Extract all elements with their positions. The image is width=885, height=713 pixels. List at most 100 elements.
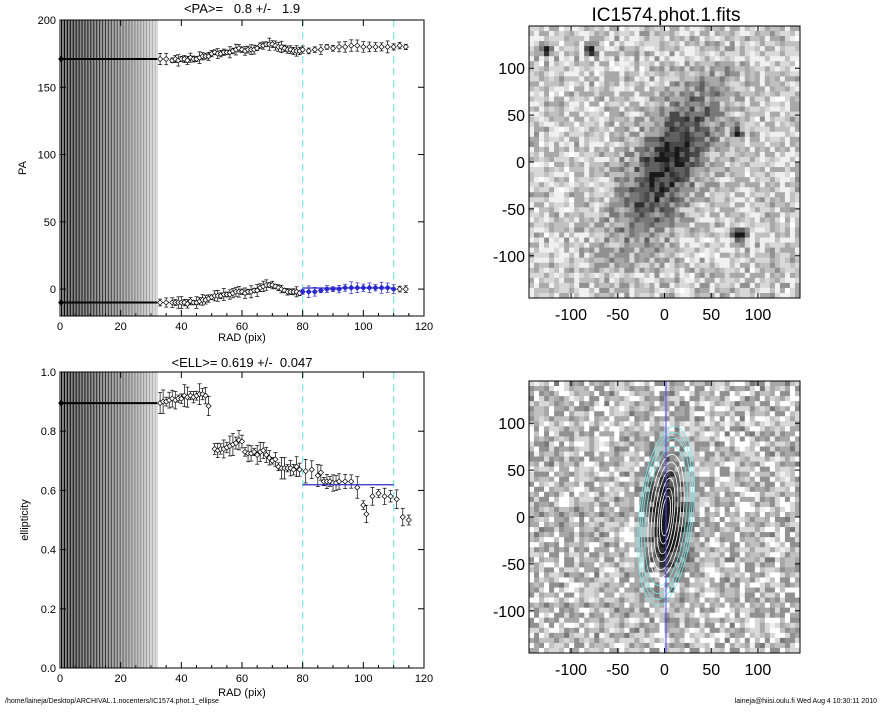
image-pixel [609, 238, 614, 243]
image-pixel [594, 643, 599, 648]
image-pixel [559, 643, 564, 648]
image-pixel [539, 462, 544, 467]
image-pixel [745, 31, 750, 36]
image-pixel [579, 162, 584, 167]
image-pixel [579, 61, 584, 66]
image-pixel [735, 122, 740, 127]
image-pixel [675, 268, 680, 273]
image-pixel [639, 192, 644, 197]
image-pixel [614, 446, 619, 451]
image-pixel [539, 56, 544, 61]
image-pixel [649, 26, 654, 31]
image-pixel [750, 227, 755, 232]
image-pixel [644, 283, 649, 288]
image-pixel [695, 102, 700, 107]
image-pixel [665, 157, 670, 162]
image-pixel [534, 532, 539, 537]
image-pixel [529, 618, 534, 623]
image-pixel [594, 81, 599, 86]
image-pixel [554, 517, 559, 522]
image-pixel [785, 86, 790, 91]
image-pixel [544, 633, 549, 638]
image-pixel [735, 233, 740, 238]
image-pixel [599, 421, 604, 426]
image-pixel [534, 588, 539, 593]
image-pixel [765, 86, 770, 91]
image-pixel [785, 162, 790, 167]
image-pixel [644, 142, 649, 147]
image-pixel [775, 207, 780, 212]
image-pixel [730, 147, 735, 152]
image-pixel [654, 268, 659, 273]
image-pixel [614, 497, 619, 502]
image-pixel [549, 142, 554, 147]
image-pixel [579, 26, 584, 31]
image-pixel [539, 258, 544, 263]
image-pixel [594, 197, 599, 202]
image-pixel [705, 97, 710, 102]
pa-x-tick-label: 120 [415, 321, 433, 333]
image-pixel [725, 243, 730, 248]
image-pixel [760, 61, 765, 66]
image-pixel [559, 122, 564, 127]
image-pixel [559, 26, 564, 31]
image-pixel [574, 222, 579, 227]
image-pixel [755, 197, 760, 202]
image-pixel [549, 167, 554, 172]
image-pixel [584, 293, 589, 298]
image-pixel [790, 36, 795, 41]
image-pixel [720, 86, 725, 91]
image-pixel [559, 212, 564, 217]
image-pixel [710, 76, 715, 81]
image-pixel [614, 157, 619, 162]
image-pixel [765, 142, 770, 147]
image-pixel [730, 288, 735, 293]
image-pixel [569, 441, 574, 446]
image-pixel [589, 56, 594, 61]
image-pixel [554, 97, 559, 102]
image-pixel [755, 66, 760, 71]
image-pixel [579, 97, 584, 102]
image-pixel [534, 102, 539, 107]
image-pixel [619, 426, 624, 431]
image-pixel [534, 26, 539, 31]
image-pixel [730, 273, 735, 278]
image-pixel [579, 648, 584, 653]
image-pixel [604, 633, 609, 638]
image-pixel [680, 152, 685, 157]
image-pixel [785, 107, 790, 112]
image-pixel [785, 117, 790, 122]
image-pixel [549, 618, 554, 623]
image-pixel [559, 192, 564, 197]
image-pixel [554, 608, 559, 613]
image-pixel [765, 177, 770, 182]
image-pixel [549, 61, 554, 66]
image-pixel [710, 41, 715, 46]
image-pixel [735, 162, 740, 167]
image-pixel [579, 137, 584, 142]
image-pixel [614, 51, 619, 56]
image-pixel [569, 401, 574, 406]
image-pixel [619, 76, 624, 81]
image-pixel [529, 492, 534, 497]
image-pixel [705, 142, 710, 147]
image-pixel [554, 61, 559, 66]
image-pixel [740, 107, 745, 112]
image-pixel [725, 81, 730, 86]
image-pixel [765, 76, 770, 81]
image-pixel [765, 97, 770, 102]
image-pixel [624, 187, 629, 192]
image-pixel [594, 217, 599, 222]
image-pixel [780, 51, 785, 56]
image-pixel [539, 202, 544, 207]
image-pixel [775, 197, 780, 202]
image-pixel [604, 517, 609, 522]
image-pixel [609, 547, 614, 552]
image-pixel [735, 147, 740, 152]
image-pixel [569, 552, 574, 557]
image-pixel [609, 288, 614, 293]
image-pixel [559, 502, 564, 507]
image-pixel [589, 436, 594, 441]
image-pixel [534, 623, 539, 628]
image-pixel [780, 222, 785, 227]
